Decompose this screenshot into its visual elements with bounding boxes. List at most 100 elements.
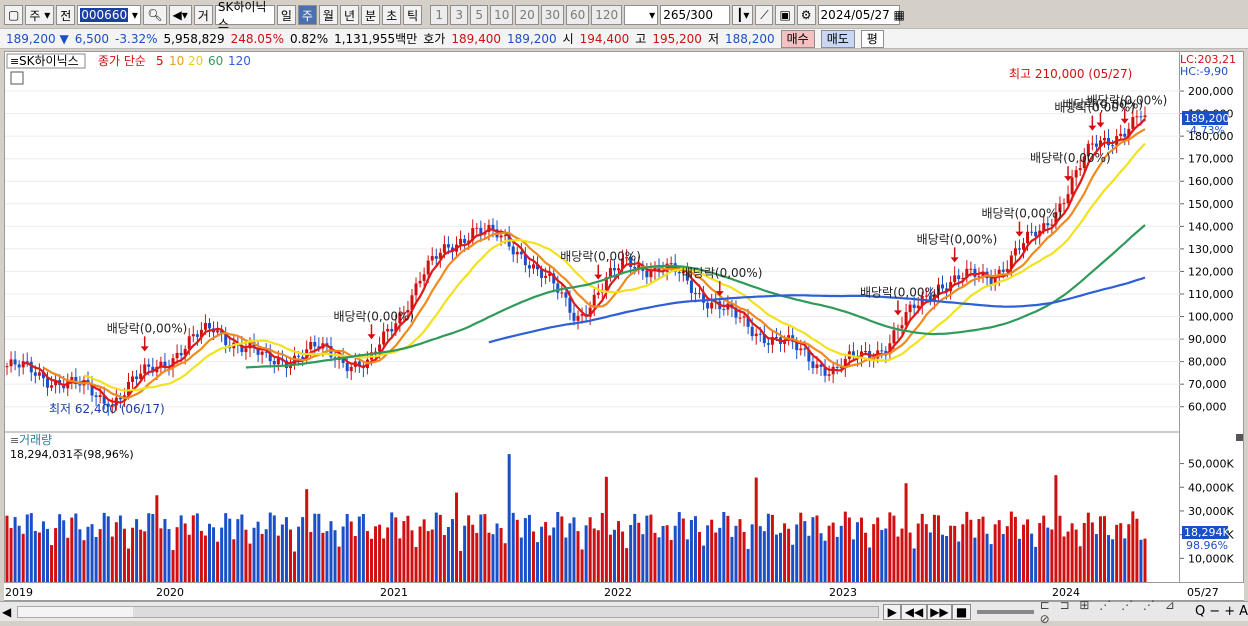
zoom-slider[interactable] bbox=[976, 609, 1034, 614]
interval-month-button[interactable]: 월 bbox=[318, 5, 338, 25]
volume-bar bbox=[459, 550, 463, 582]
volume-bar bbox=[507, 454, 511, 582]
candle-body bbox=[633, 267, 637, 269]
bid-price-1: 189,400 bbox=[451, 31, 501, 46]
volume-bar bbox=[118, 515, 122, 582]
interval-second-button[interactable]: 초 bbox=[382, 5, 402, 25]
volume-bar bbox=[888, 512, 892, 582]
volume-bar bbox=[924, 524, 928, 582]
tick-60-button[interactable]: 60 bbox=[566, 5, 590, 25]
volume-bar bbox=[693, 516, 697, 582]
volume-close-icon[interactable] bbox=[1236, 434, 1243, 441]
x-label-2022: 2022 bbox=[604, 586, 632, 599]
interval-year-button[interactable]: 년 bbox=[339, 5, 360, 25]
volume-bar bbox=[779, 532, 783, 582]
rewind-icon[interactable]: ◀◀ bbox=[901, 603, 927, 620]
candle-body bbox=[1054, 212, 1058, 225]
font-size-icon[interactable]: A bbox=[1239, 604, 1248, 619]
trade-button[interactable]: 거 bbox=[193, 5, 213, 25]
tick-30-button[interactable]: 30 bbox=[540, 5, 564, 25]
stop-icon[interactable]: ■ bbox=[952, 603, 971, 620]
candle-body bbox=[9, 359, 13, 367]
x-label-2021: 2021 bbox=[380, 586, 408, 599]
date-field[interactable]: 2024/05/27 ▦ bbox=[817, 5, 905, 25]
dividend-label: 배당락(0,00%) bbox=[1054, 101, 1135, 115]
sell-button[interactable]: 매도 bbox=[820, 29, 855, 48]
count-field[interactable]: 265/300 bbox=[660, 5, 731, 25]
volume-bar bbox=[378, 524, 382, 582]
volume-bar bbox=[811, 517, 815, 582]
dividend-arrowhead bbox=[950, 257, 959, 263]
candle-body bbox=[21, 361, 25, 368]
candle-body bbox=[722, 309, 726, 311]
top-toolbar: ▢ 주 ▾ 전 000660 ▾ 🔍︎ ◀▾ 거 SK하이닉스 일 주 월 년 … bbox=[0, 0, 1248, 31]
candle-body bbox=[479, 227, 483, 235]
candle-body bbox=[1119, 133, 1123, 137]
candle-body bbox=[175, 352, 179, 359]
stock-code-input[interactable]: 000660 ▾ bbox=[77, 5, 142, 25]
calculator-icon[interactable] bbox=[10, 71, 24, 85]
custom-tick-select[interactable]: ▾ bbox=[624, 5, 659, 25]
speaker-icon[interactable]: ◀▾ bbox=[168, 5, 192, 25]
eval-button[interactable]: 평 bbox=[860, 29, 884, 48]
dividend-label: 배당락(0,00%) bbox=[1087, 94, 1168, 108]
volume-bar bbox=[1058, 515, 1062, 582]
zoom-plus-icon[interactable]: + bbox=[1224, 604, 1236, 619]
tick-5-button[interactable]: 5 bbox=[470, 5, 489, 25]
candle-type-icon[interactable]: ┃▾ bbox=[732, 5, 754, 25]
candle-body bbox=[961, 277, 965, 280]
horizontal-scrollbar[interactable] bbox=[17, 605, 880, 618]
volume-bar bbox=[1123, 538, 1127, 582]
zoom-in-icon[interactable]: Q bbox=[1195, 604, 1206, 619]
candle-body bbox=[1005, 268, 1009, 272]
tick-20-button[interactable]: 20 bbox=[515, 5, 539, 25]
interval-day-button[interactable]: 일 bbox=[276, 5, 296, 25]
save-icon[interactable]: ▣ bbox=[775, 5, 795, 25]
play-icon[interactable]: ▶ bbox=[883, 603, 902, 620]
scrollbar-thumb[interactable] bbox=[133, 606, 879, 617]
candle-body bbox=[726, 303, 730, 310]
chart-panel: ≡ SK하이닉스 종가 단순 5 10 20 60 120 배당락(0,00%)… bbox=[4, 51, 1181, 601]
volume-bar bbox=[673, 525, 677, 582]
candle-body bbox=[191, 334, 195, 337]
tick-3-button[interactable]: 3 bbox=[450, 5, 469, 25]
volume-bar bbox=[957, 541, 961, 582]
draw-tool-icon[interactable]: ⟋ bbox=[755, 5, 774, 25]
candle-body bbox=[203, 323, 207, 330]
volume-bar bbox=[710, 519, 714, 582]
candle-body bbox=[106, 403, 110, 407]
period-select[interactable]: 주 ▾ bbox=[25, 5, 55, 25]
volume-bar bbox=[714, 532, 718, 582]
candle-body bbox=[977, 276, 981, 278]
candle-body bbox=[434, 256, 438, 259]
volume-bar bbox=[1034, 546, 1038, 582]
forward-icon[interactable]: ▶▶ bbox=[926, 603, 953, 620]
tick-120-button[interactable]: 120 bbox=[591, 5, 623, 25]
volume-bar bbox=[297, 526, 301, 582]
volume-bar bbox=[758, 526, 762, 582]
tick-1-button[interactable]: 1 bbox=[430, 5, 449, 25]
prev-button[interactable]: 전 bbox=[56, 5, 76, 25]
gear-icon[interactable]: ⚙ bbox=[796, 5, 816, 25]
interval-week-button[interactable]: 주 bbox=[297, 5, 317, 25]
volume-bar bbox=[98, 529, 102, 582]
volume-bar bbox=[495, 523, 499, 582]
volume-bar bbox=[766, 513, 770, 582]
buy-button[interactable]: 매수 bbox=[780, 29, 815, 48]
search-icon[interactable]: 🔍︎ bbox=[143, 5, 167, 25]
open-price: 194,400 bbox=[579, 31, 630, 46]
window-menu-icon[interactable]: ▢ bbox=[4, 5, 24, 25]
volume-bar bbox=[58, 514, 62, 582]
interval-tick-button[interactable]: 틱 bbox=[403, 5, 423, 25]
zoom-minus-icon[interactable]: − bbox=[1209, 604, 1221, 619]
candle-body bbox=[596, 292, 600, 295]
price-chart[interactable]: ≡ SK하이닉스 종가 단순 5 10 20 60 120 배당락(0,00%)… bbox=[5, 52, 1181, 583]
volume-bar bbox=[272, 515, 276, 582]
current-price-label: 189,200 bbox=[1184, 112, 1230, 125]
interval-minute-button[interactable]: 분 bbox=[361, 5, 381, 25]
volume-bar bbox=[706, 525, 710, 582]
tool-icons[interactable]: ⊏ ⊐ ⊞ ⋰ ⋰ ⋰ ⊿ ⊘ bbox=[1039, 597, 1178, 626]
scroll-left-icon[interactable]: ◀ bbox=[2, 604, 12, 619]
tick-10-button[interactable]: 10 bbox=[490, 5, 514, 25]
volume-bar bbox=[843, 511, 847, 582]
